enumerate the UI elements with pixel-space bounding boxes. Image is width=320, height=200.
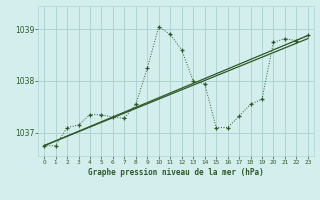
X-axis label: Graphe pression niveau de la mer (hPa): Graphe pression niveau de la mer (hPa) [88, 168, 264, 177]
